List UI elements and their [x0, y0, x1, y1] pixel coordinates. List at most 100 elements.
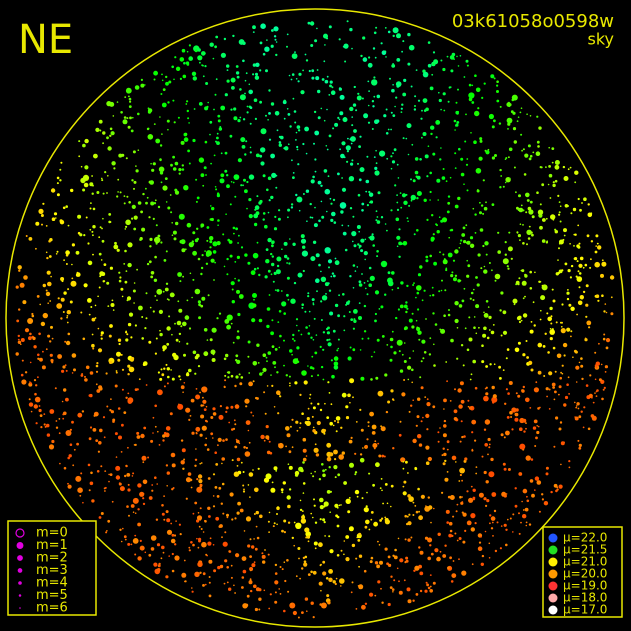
star: [539, 166, 542, 169]
star: [220, 173, 225, 178]
star: [488, 262, 491, 264]
star: [324, 247, 331, 254]
star: [352, 103, 357, 107]
star: [191, 240, 194, 243]
star: [311, 415, 314, 418]
star: [415, 319, 418, 322]
star: [166, 119, 170, 123]
star: [548, 408, 551, 410]
star: [125, 331, 128, 334]
star: [429, 574, 432, 576]
star: [206, 105, 209, 108]
star: [390, 345, 393, 349]
star: [96, 389, 101, 393]
star: [314, 521, 318, 524]
star: [87, 242, 90, 245]
star: [440, 59, 443, 62]
star: [367, 421, 370, 424]
star: [441, 279, 443, 282]
star: [40, 321, 46, 327]
star: [226, 184, 230, 189]
star: [487, 306, 490, 308]
star: [297, 616, 300, 619]
star: [463, 287, 466, 290]
star: [210, 432, 214, 436]
star: [419, 550, 424, 555]
star: [518, 207, 524, 213]
star: [197, 300, 201, 304]
star: [59, 168, 62, 171]
star: [289, 349, 293, 353]
star: [274, 580, 279, 585]
star: [66, 315, 69, 317]
star: [283, 147, 286, 150]
star: [158, 444, 161, 446]
star: [369, 235, 375, 241]
star: [178, 375, 181, 378]
star: [414, 95, 417, 98]
star: [491, 156, 495, 160]
star: [344, 248, 348, 252]
star: [345, 416, 350, 420]
star: [88, 489, 91, 492]
star: [363, 569, 367, 573]
star: [341, 451, 345, 455]
star: [536, 140, 540, 144]
star: [197, 474, 203, 479]
star: [486, 336, 490, 340]
star: [384, 516, 387, 519]
star: [236, 465, 239, 467]
star: [479, 211, 482, 215]
star: [152, 416, 155, 419]
star: [549, 329, 555, 335]
star: [578, 301, 582, 305]
star: [342, 46, 345, 48]
star: [446, 380, 448, 383]
star: [446, 440, 450, 444]
star: [348, 439, 353, 444]
star: [576, 402, 580, 406]
star: [141, 227, 146, 232]
star: [405, 556, 409, 560]
star: [314, 39, 318, 43]
star: [585, 384, 589, 387]
star: [474, 213, 477, 216]
star: [80, 374, 84, 377]
star: [321, 295, 328, 301]
star-field: [15, 20, 615, 619]
star: [507, 267, 510, 270]
star: [492, 394, 497, 399]
star: [38, 408, 42, 413]
star: [179, 280, 182, 283]
star: [572, 356, 574, 359]
star: [163, 518, 166, 521]
star: [459, 55, 462, 57]
star: [162, 88, 166, 91]
star: [496, 90, 499, 93]
star: [150, 535, 157, 541]
star: [359, 135, 362, 138]
star: [338, 454, 345, 460]
star: [601, 397, 604, 401]
star: [339, 578, 345, 584]
star: [580, 364, 584, 368]
star: [276, 256, 282, 262]
star: [260, 128, 267, 135]
star: [307, 365, 309, 367]
star: [558, 211, 561, 214]
star: [352, 396, 354, 399]
star: [529, 200, 533, 204]
star: [55, 420, 58, 422]
star: [56, 193, 60, 197]
star: [485, 480, 489, 484]
star: [157, 234, 161, 238]
star: [202, 75, 205, 78]
star: [260, 147, 266, 153]
star: [48, 255, 52, 258]
star: [128, 97, 132, 101]
star: [218, 312, 222, 315]
star: [225, 410, 228, 413]
star: [427, 537, 433, 543]
star: [289, 382, 291, 385]
star: [393, 148, 397, 152]
